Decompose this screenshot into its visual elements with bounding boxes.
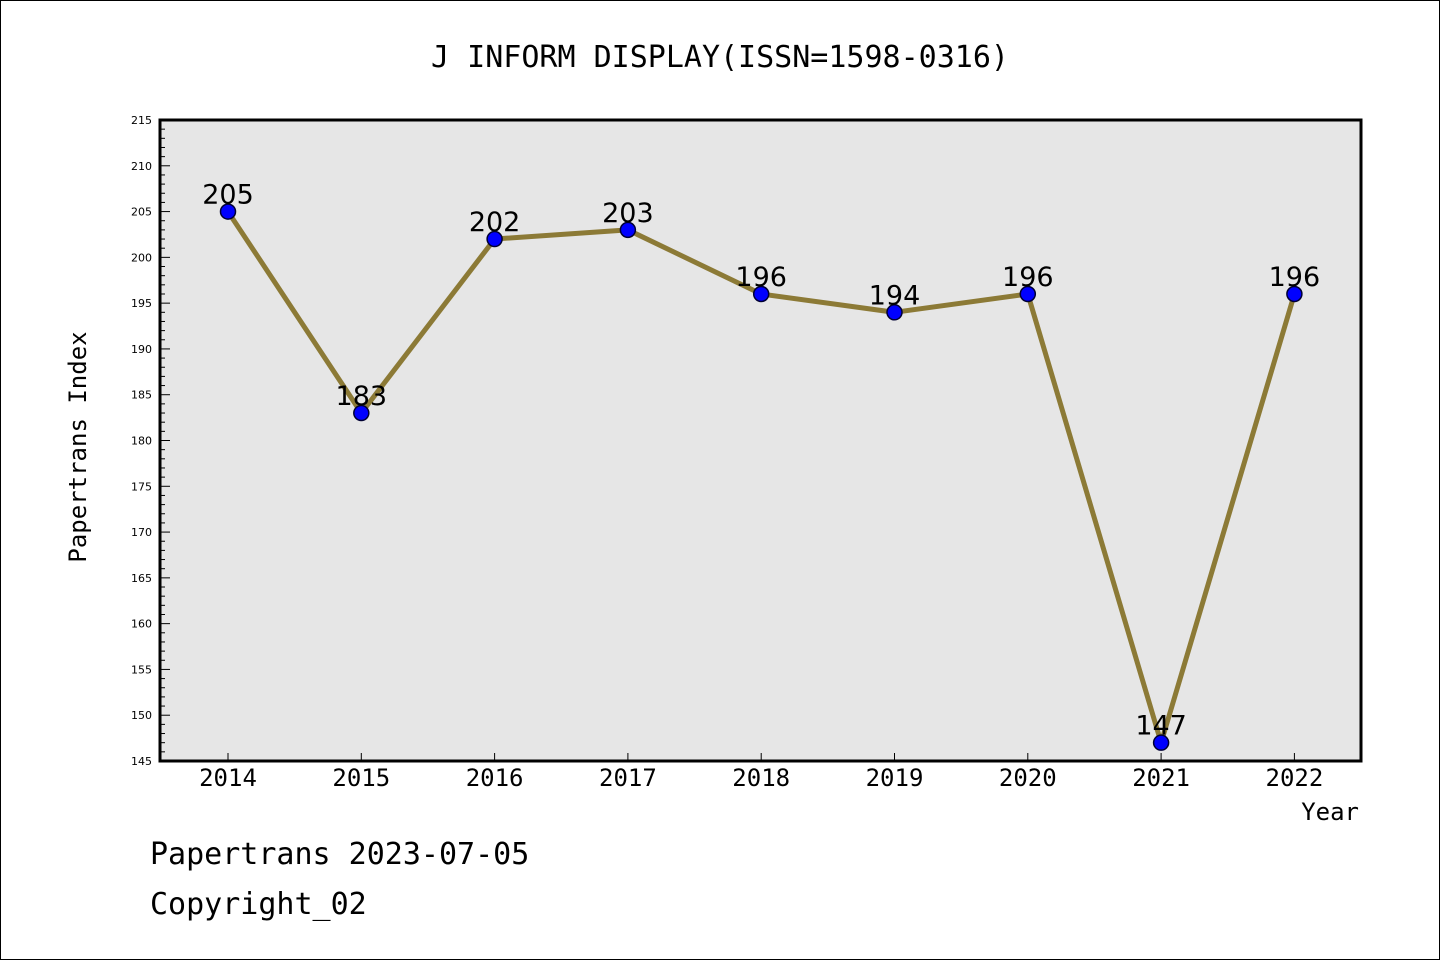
data-point	[353, 404, 370, 422]
y-tick-label: 150	[131, 709, 152, 722]
x-tick-label: 2017	[599, 764, 657, 792]
x-tick-label: 2020	[999, 764, 1057, 792]
y-tick-label: 215	[131, 114, 152, 127]
x-tick-label: 2021	[1132, 764, 1190, 792]
footer-source: Papertrans 2023-07-05	[150, 837, 529, 872]
y-tick-label: 155	[131, 663, 152, 676]
data-label: 205	[202, 180, 254, 211]
x-axis-ticks: 2014 2015 2016 2017 2018 2019 2020 2021 2022	[199, 753, 1323, 792]
x-tick-label: 2015	[332, 764, 390, 792]
data-point	[1286, 285, 1303, 303]
x-tick-label: 2022	[1266, 764, 1324, 792]
footer-copyright: Copyright_02	[150, 887, 367, 922]
plot-area	[158, 118, 1363, 763]
y-tick-label: 210	[131, 160, 152, 173]
data-label: 194	[869, 280, 921, 311]
data-point	[886, 304, 903, 321]
data-point	[1152, 734, 1170, 751]
data-label: 196	[735, 262, 787, 293]
y-tick-label: 170	[131, 526, 152, 539]
y-tick-label: 205	[131, 206, 152, 219]
y-tick-label: 160	[131, 618, 152, 631]
data-point	[486, 230, 503, 248]
data-point	[219, 203, 237, 220]
y-tick-label: 165	[131, 572, 152, 585]
x-axis-label: Year	[1301, 798, 1359, 826]
y-minor-ticks	[160, 128, 165, 753]
y-tick-label: 180	[131, 435, 152, 448]
x-tick-label: 2014	[199, 764, 257, 792]
y-tick-label: 190	[131, 343, 152, 356]
data-point	[1019, 285, 1037, 303]
y-tick-label: 200	[131, 251, 152, 264]
y-axis-label: Papertrans Index	[64, 331, 92, 562]
data-label: 196	[1002, 262, 1054, 293]
x-tick-label: 2018	[732, 764, 790, 792]
data-label: 183	[336, 381, 388, 412]
data-point	[619, 221, 637, 239]
series-markers	[219, 203, 1303, 751]
data-label: 196	[1269, 262, 1321, 293]
data-label: 202	[469, 207, 521, 238]
data-labels: 205 183 202 203 196 194 196 147 196	[202, 180, 1320, 742]
x-tick-label: 2019	[866, 764, 924, 792]
y-tick-label: 195	[131, 297, 152, 310]
x-tick-label: 2016	[466, 764, 524, 792]
y-tick-label: 145	[131, 755, 152, 768]
data-label: 147	[1135, 711, 1187, 742]
chart-title: J INFORM DISPLAY(ISSN=1598-0316)	[431, 40, 1009, 75]
data-label: 203	[602, 198, 654, 229]
data-point	[752, 285, 770, 303]
y-tick-label: 185	[131, 389, 152, 402]
y-axis-ticks: 145 150 155 160 165 170 175 180 185 190 195 200 205 2…	[131, 114, 170, 768]
y-tick-label: 175	[131, 480, 152, 493]
